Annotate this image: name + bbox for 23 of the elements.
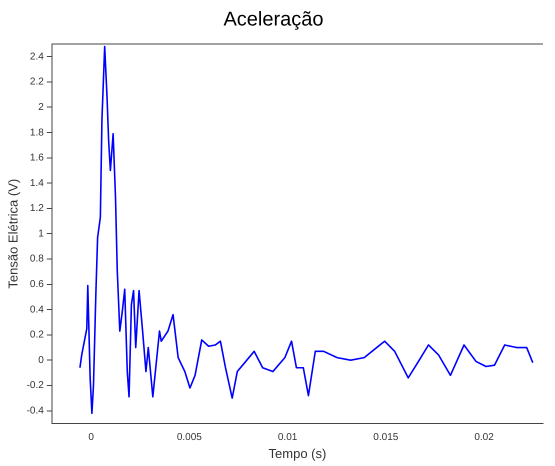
x-axis-title: Tempo (s) bbox=[268, 446, 326, 461]
y-tick-label: 2.2 bbox=[30, 76, 44, 88]
y-tick-label: 2 bbox=[38, 102, 44, 113]
y-tick-label: 1.8 bbox=[30, 127, 44, 138]
y-tick-label: 0.2 bbox=[30, 330, 44, 341]
y-tick-label: -0.2 bbox=[26, 380, 44, 392]
y-tick-label: 0.4 bbox=[30, 304, 44, 316]
y-tick-label: 1.2 bbox=[30, 203, 44, 214]
x-tick-label: 0.01 bbox=[278, 432, 298, 444]
x-tick-label: 0 bbox=[88, 432, 94, 444]
y-tick-label: 2.4 bbox=[30, 51, 44, 62]
y-axis-title: Tensão Elétrica (V) bbox=[5, 178, 20, 289]
y-tick-label: 1.6 bbox=[30, 152, 44, 164]
y-tick-label: 0.8 bbox=[30, 254, 44, 265]
y-tick-label: 0.6 bbox=[30, 279, 44, 290]
chart-title: Aceleração bbox=[223, 8, 324, 31]
x-tick-label: 0.015 bbox=[373, 432, 399, 444]
y-tick-label: -0.4 bbox=[26, 406, 44, 417]
x-tick-label: 0.02 bbox=[474, 432, 494, 444]
y-tick-label: 1.4 bbox=[30, 178, 44, 189]
y-tick-label: 0 bbox=[38, 354, 44, 366]
y-tick-label: 1 bbox=[38, 228, 44, 240]
x-tick-label: 0.005 bbox=[176, 432, 202, 444]
